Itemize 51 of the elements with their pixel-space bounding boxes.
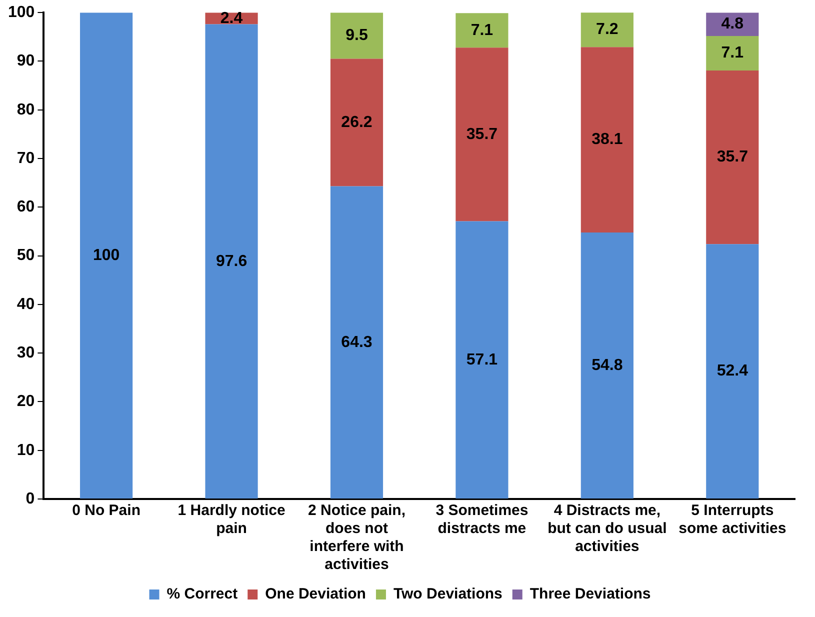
y-tick-label: 90: [16, 52, 35, 70]
bar: [706, 70, 759, 244]
legend-label: Two Deviations: [393, 586, 502, 603]
legend-label: Three Deviations: [530, 586, 651, 603]
data-label: 7.1: [470, 22, 494, 39]
data-label: 100: [92, 246, 120, 264]
bar: [580, 12, 634, 48]
data-label: 2.4: [220, 10, 243, 27]
data-label: 38.1: [592, 131, 623, 148]
x-tick-label: 1 Hardly notice pain: [178, 502, 286, 538]
data-label: 35.7: [716, 148, 748, 166]
data-label: 64.3: [341, 334, 372, 351]
bar: [456, 221, 508, 498]
bar: [706, 244, 759, 498]
bar: [706, 36, 759, 70]
y-tick-label: 30: [16, 344, 35, 362]
y-tick-label: 100: [8, 4, 35, 22]
x-tick-label: 5 Interrupts some activities: [678, 502, 786, 538]
data-label: 7.1: [721, 44, 744, 62]
data-label: 26.2: [341, 114, 372, 131]
data-label: 4.8: [721, 16, 744, 33]
data-label: 97.6: [216, 252, 248, 270]
bar: [330, 186, 384, 498]
bar: [580, 47, 634, 232]
y-tick-label: 40: [16, 296, 35, 313]
bar: [330, 12, 384, 59]
data-label: 35.7: [466, 126, 498, 143]
bar: [456, 48, 508, 222]
y-tick-label: 10: [16, 442, 35, 459]
y-tick-label: 60: [16, 198, 35, 216]
data-label: 7.2: [596, 21, 618, 38]
x-tick-label: 2 Notice pain, does not interfere with activities: [308, 502, 406, 574]
y-tick-label: 20: [16, 393, 35, 410]
x-tick-label: 4 Distracts me, but can do usual activities: [548, 502, 667, 556]
y-tick-label: 80: [16, 101, 35, 118]
legend-label: One Deviation: [265, 586, 366, 603]
bar: [205, 24, 258, 498]
y-tick-label: 50: [16, 247, 35, 264]
bar: [80, 12, 133, 498]
x-tick-label: 0 No Pain: [72, 502, 140, 520]
data-label: 54.8: [592, 356, 623, 374]
bar: [330, 58, 384, 186]
legend-label: % Correct: [166, 586, 238, 603]
y-tick-label: 70: [16, 150, 35, 167]
data-label: 9.5: [346, 27, 368, 44]
bar: [580, 232, 634, 498]
data-label: 52.4: [716, 362, 748, 380]
data-label: 57.1: [466, 351, 498, 368]
bar: [456, 13, 508, 48]
x-tick-label: 3 Sometimes distracts me: [436, 502, 528, 538]
y-tick-label: 0: [26, 490, 35, 508]
